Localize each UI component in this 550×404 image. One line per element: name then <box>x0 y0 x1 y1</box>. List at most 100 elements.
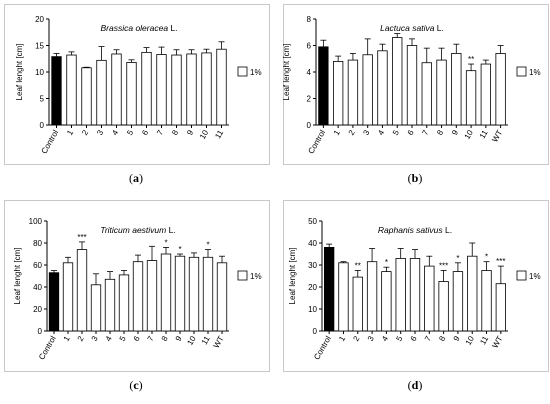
y-tick-label: 6 <box>307 42 312 51</box>
x-tick-label: 7 <box>146 334 156 343</box>
y-axis-label: Leaf lenght [cm] <box>15 44 24 101</box>
bar-treatment <box>188 256 200 332</box>
bar-treatment <box>216 48 227 126</box>
significance-marker: *** <box>439 262 448 271</box>
x-tick-label: WT <box>491 334 505 349</box>
x-tick-label: 2 <box>76 334 86 343</box>
x-tick-label: 1 <box>65 128 75 137</box>
x-tick-label: 5 <box>118 334 128 343</box>
x-tick-label: 7 <box>423 334 433 343</box>
bar-treatment <box>438 281 449 332</box>
chart-plot: Raphanis sativus L. 0 10 20 30 40 50 Leaf lengh… <box>288 217 541 361</box>
bar-treatment <box>174 255 186 332</box>
chart-panel-d: Raphanis sativus L. 0 10 20 30 40 50 Leaf lengh… <box>283 200 549 372</box>
bar-treatment <box>338 262 349 332</box>
panel-caption-d: (d) <box>407 378 423 392</box>
x-tick-label: 10 <box>464 334 477 347</box>
bar-treatment <box>104 278 116 332</box>
x-tick-label: 9 <box>450 128 460 137</box>
x-tick-label: Control <box>306 128 327 155</box>
bar-control <box>324 247 335 332</box>
x-tick-label: 11 <box>478 334 490 346</box>
x-tick-label: Control <box>40 128 61 155</box>
panel-caption-a: (a) <box>129 171 143 185</box>
bar-treatment <box>352 276 363 332</box>
bar-treatment <box>132 261 144 332</box>
x-tick-label: 8 <box>437 334 447 343</box>
bar-treatment <box>392 37 403 126</box>
y-axis-label: Leaf lenght [cm] <box>282 44 291 101</box>
significance-marker: *** <box>496 257 505 266</box>
x-tick-label: 1 <box>62 334 72 343</box>
chart-title-species: Lactuca sativa <box>380 23 435 33</box>
x-tick-label: 2 <box>351 334 361 343</box>
x-tick-label: 4 <box>104 334 114 343</box>
x-tick-label: 6 <box>132 334 142 343</box>
bar-treatment <box>424 265 435 332</box>
legend-label: 1% <box>250 272 262 281</box>
chart-svg-d: Raphanis sativus L. 0 10 20 30 40 50 Leaf lengh… <box>288 217 541 361</box>
chart-panel-c: Triticum aestivum L. 0 20 40 60 80 100 Leaf len… <box>4 200 270 372</box>
significance-marker: ** <box>468 55 474 64</box>
panel-caption-c: (c) <box>129 378 143 392</box>
panel-caption-b: (b) <box>407 171 423 185</box>
y-tick-label: 20 <box>33 305 42 314</box>
x-tick-label: 7 <box>420 128 430 137</box>
x-tick-label: 8 <box>170 128 180 137</box>
legend-swatch <box>516 270 527 281</box>
significance-marker: * <box>178 245 181 254</box>
y-tick-label: 10 <box>35 68 44 77</box>
chart-title: Lactuca sativa L. <box>380 23 444 33</box>
bar-treatment <box>406 45 418 126</box>
bar-treatment <box>156 54 167 126</box>
bar-treatment <box>216 262 228 332</box>
bar-treatment <box>118 274 130 332</box>
chart-title-species: Triticum aestivum <box>100 225 166 235</box>
x-tick-label: 9 <box>174 334 184 343</box>
bar-treatment <box>377 50 388 126</box>
bar-treatment <box>96 59 107 126</box>
x-tick-label: 2 <box>80 128 90 137</box>
bar-treatment <box>480 63 491 126</box>
bar-treatment <box>333 61 344 126</box>
x-tick-label: 10 <box>463 128 476 141</box>
x-tick-label: 2 <box>347 128 357 137</box>
y-tick-label: 5 <box>40 95 45 104</box>
bar-treatment <box>186 53 197 126</box>
chart-svg-c: Triticum aestivum L. 0 20 40 60 80 100 Leaf len… <box>13 217 262 361</box>
y-tick-label: 80 <box>33 239 42 248</box>
legend-label: 1% <box>250 68 262 77</box>
bar-treatment <box>366 261 378 332</box>
y-axis-label: Leaf lenght [cm] <box>13 248 22 305</box>
bar-treatment <box>62 262 74 332</box>
y-tick-label: 0 <box>313 327 318 336</box>
x-tick-label: 3 <box>90 334 100 343</box>
y-tick-label: 4 <box>307 68 312 77</box>
bar-treatment <box>409 258 421 332</box>
bar-control <box>51 56 62 126</box>
y-tick-label: 40 <box>308 239 317 248</box>
bar-treatment <box>495 53 506 126</box>
bar-treatment <box>347 59 359 126</box>
x-tick-label: 10 <box>185 334 198 347</box>
x-tick-label: 3 <box>366 334 376 343</box>
x-tick-label: Control <box>37 334 58 361</box>
bar-treatment <box>146 260 158 332</box>
bar-treatment <box>452 271 464 332</box>
y-tick-label: 30 <box>308 261 317 270</box>
y-tick-label: 8 <box>307 15 312 24</box>
chart-title-author: L. <box>168 23 177 33</box>
chart-title-species: Brassica oleracea <box>100 23 168 33</box>
x-tick-label: 11 <box>478 128 490 140</box>
bar-treatment <box>381 271 392 332</box>
significance-marker: * <box>164 238 167 247</box>
bar-treatment <box>141 51 152 126</box>
chart-panel-a: Brassica oleracea L. 0 5 10 15 20 Leaf lenght … <box>4 4 270 165</box>
y-tick-label: 0 <box>40 121 45 130</box>
panel-caption-letter: b <box>411 171 419 185</box>
significance-marker: *** <box>77 233 86 242</box>
x-tick-label: 9 <box>452 334 462 343</box>
x-tick-label: 6 <box>409 334 419 343</box>
chart-title: Raphanis sativus L. <box>378 225 452 235</box>
